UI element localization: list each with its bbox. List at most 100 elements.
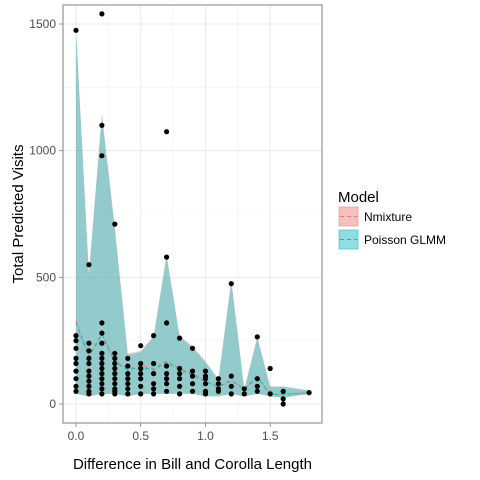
data-point [177, 371, 183, 377]
y-tick-label: 1500 [29, 17, 56, 31]
data-point [189, 345, 196, 351]
data-point [99, 320, 105, 326]
data-point [125, 363, 131, 369]
data-point [99, 11, 105, 17]
data-point [177, 391, 183, 397]
ribbon-poisson-glmm [76, 30, 310, 398]
data-point [164, 376, 170, 382]
x-tick-label: 0.5 [132, 429, 149, 443]
data-point [125, 386, 131, 392]
data-point [151, 360, 157, 367]
data-point [112, 391, 118, 397]
data-point [99, 371, 105, 377]
data-point [254, 388, 260, 394]
legend-label: Poisson GLMM [364, 233, 446, 247]
data-point [86, 360, 92, 367]
data-point [228, 391, 234, 397]
data-point [280, 396, 286, 402]
data-point [73, 388, 79, 394]
mean-line-poisson-glmm [75, 322, 310, 395]
data-point [164, 129, 170, 135]
data-point [164, 381, 170, 387]
data-point [99, 153, 105, 159]
ribbon-nmixture [76, 29, 310, 398]
data-point [202, 391, 209, 397]
x-tick-label: 0.0 [68, 429, 85, 443]
data-point [228, 383, 234, 389]
data-point [138, 365, 144, 372]
data-point [164, 371, 170, 377]
data-point [215, 381, 221, 387]
data-point [73, 368, 79, 374]
data-point [99, 350, 105, 356]
data-point [202, 381, 209, 387]
data-point [202, 368, 209, 374]
data-point [164, 388, 170, 394]
data-point [177, 376, 183, 382]
grid-major [63, 5, 322, 423]
data-point [228, 281, 234, 287]
data-point [86, 262, 92, 268]
data-point [125, 355, 131, 361]
data-point [138, 391, 144, 397]
data-point [254, 383, 260, 389]
data-point [86, 348, 92, 354]
data-point [73, 360, 79, 367]
data-point [189, 388, 196, 394]
data-point [112, 376, 118, 382]
y-tick-label: 500 [36, 270, 56, 284]
data-point [254, 334, 260, 340]
y-axis: 0 500 1000 1500 [29, 17, 63, 411]
data-point [73, 338, 79, 344]
data-point [86, 378, 92, 384]
data-point [151, 381, 157, 387]
data-point [86, 391, 92, 397]
data-point [125, 391, 131, 397]
data-point [164, 320, 170, 326]
data-point [112, 360, 118, 367]
data-point [112, 365, 118, 372]
data-point [189, 373, 196, 379]
data-point [73, 345, 79, 351]
data-point [151, 386, 157, 392]
y-tick-label: 0 [49, 397, 56, 411]
data-point [125, 376, 131, 382]
data-point [99, 365, 105, 372]
data-point [138, 360, 144, 367]
data-point [73, 383, 79, 389]
plot-panel [62, 4, 323, 424]
legend-label: Nmixture [364, 210, 412, 224]
data-point [125, 381, 131, 387]
data-point [241, 386, 247, 392]
data-point [215, 376, 221, 382]
data-point [280, 388, 286, 394]
x-tick-label: 1.0 [197, 429, 214, 443]
data-point [86, 373, 92, 379]
x-axis-title: Difference in Bill and Corolla Length [73, 456, 312, 473]
data-point [228, 373, 234, 379]
points [73, 11, 312, 407]
data-point [151, 391, 157, 397]
data-point [99, 386, 105, 392]
data-point [138, 376, 144, 382]
data-point [138, 371, 144, 377]
data-point [73, 376, 79, 382]
data-point [73, 355, 79, 361]
data-point [138, 343, 144, 349]
data-point [164, 363, 170, 369]
data-point [177, 365, 183, 372]
legend: Model Nmixture Poisson GLMM [337, 189, 446, 251]
legend-entries: Nmixture Poisson GLMM [337, 205, 446, 251]
grid-minor [63, 5, 322, 423]
ribbons [76, 29, 310, 398]
data-point [86, 355, 92, 361]
y-axis-title: Total Predicted Visits [10, 145, 27, 284]
data-point [86, 368, 92, 374]
data-point [151, 333, 157, 339]
data-point [112, 221, 118, 227]
data-point [267, 391, 273, 397]
data-point [215, 388, 221, 394]
data-point [73, 27, 79, 33]
data-point [112, 381, 118, 387]
data-point [138, 383, 144, 389]
